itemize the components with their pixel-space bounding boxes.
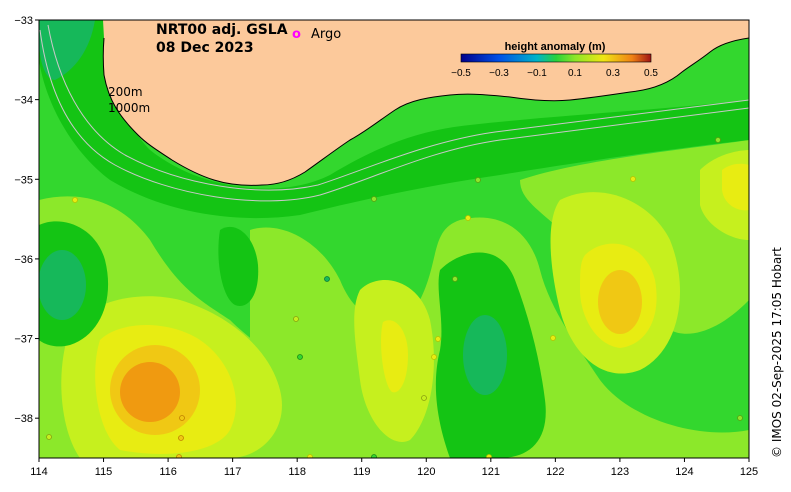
anomaly-region-dark-green	[218, 226, 259, 306]
y-tick-label: −34	[14, 95, 33, 107]
argo-float-marker	[737, 415, 743, 421]
colorbar-labels: −0.5 −0.3 −0.1 0.1 0.3 0.5	[451, 68, 658, 79]
anomaly-region-orange	[120, 362, 180, 422]
y-tick-label: −35	[14, 174, 33, 186]
argo-float-marker	[550, 335, 556, 341]
x-tick-label: 115	[95, 466, 113, 478]
argo-floats	[46, 137, 743, 458]
argo-float-marker	[371, 454, 377, 458]
anomaly-region-teal	[39, 250, 86, 320]
map-title: NRT00 adj. GSLA	[156, 22, 288, 38]
x-tick-label: 116	[159, 466, 177, 478]
map-date: 08 Dec 2023	[156, 40, 254, 56]
argo-float-marker	[465, 215, 471, 221]
argo-float-marker	[46, 434, 52, 440]
x-tick-label: 124	[675, 466, 693, 478]
x-tick-label: 117	[224, 466, 242, 478]
x-tick-label: 118	[288, 466, 306, 478]
x-tick-label: 114	[30, 466, 48, 478]
argo-float-marker	[371, 196, 377, 202]
colorbar-tick-label: −0.3	[489, 68, 509, 79]
contour-label-200m: 200m	[108, 85, 143, 99]
argo-float-marker	[452, 276, 458, 282]
argo-float-marker	[176, 454, 182, 458]
anomaly-region-teal	[463, 315, 507, 395]
contour-label-1000m: 1000m	[108, 101, 150, 115]
y-tick-label: −38	[14, 413, 33, 425]
colorbar-gradient	[460, 53, 652, 63]
x-tick-label: 123	[611, 466, 629, 478]
imos-credit: © IMOS 02-Sep-2025 17:05 Hobart	[770, 247, 784, 458]
anomaly-region-yellow	[722, 163, 749, 211]
argo-float-marker	[435, 336, 441, 342]
anomaly-region-yellow	[381, 320, 408, 393]
colorbar: height anomaly (m) −0.5 −0.3 −0.1 0.1 0.3 0.5	[451, 41, 658, 79]
argo-float-marker	[297, 354, 303, 360]
argo-float-marker	[324, 276, 330, 282]
y-tick-label: −37	[14, 334, 33, 346]
anomaly-region-teal	[39, 20, 95, 80]
argo-float-marker	[72, 197, 78, 203]
x-tick-label: 122	[546, 466, 564, 478]
x-tick-label: 121	[482, 466, 500, 478]
argo-legend-label: Argo	[311, 27, 341, 42]
argo-float-marker	[179, 415, 185, 421]
colorbar-tick-label: 0.3	[606, 68, 620, 79]
plot-area	[39, 20, 749, 458]
colorbar-tick-label: −0.1	[527, 68, 547, 79]
argo-float-marker	[475, 177, 481, 183]
argo-float-marker	[421, 395, 427, 401]
y-tick-label: −36	[14, 254, 33, 266]
x-tick-label: 120	[417, 466, 435, 478]
argo-float-marker	[293, 316, 299, 322]
colorbar-tick-label: −0.5	[451, 68, 471, 79]
x-axis-ticks: 114 115 116 117 118 119 120 121 122 123 124 125	[30, 458, 758, 478]
contour-line-1000m	[47, 24, 749, 191]
argo-legend-symbol: o	[292, 27, 301, 42]
argo-float-marker	[431, 354, 437, 360]
coastline	[102, 37, 749, 186]
x-tick-label: 119	[353, 466, 371, 478]
argo-float-marker	[486, 454, 492, 458]
plot-frame	[38, 19, 750, 459]
x-tick-label: 125	[740, 466, 758, 478]
argo-float-marker	[630, 176, 636, 182]
y-tick-label: −33	[14, 15, 33, 27]
y-axis-ticks: −33 −34 −35 −36 −37 −38	[14, 15, 39, 425]
colorbar-tick-label: 0.1	[568, 68, 582, 79]
anomaly-region-gold	[598, 270, 642, 334]
argo-float-marker	[178, 435, 184, 441]
contour-line-200m	[39, 29, 749, 202]
argo-float-marker	[307, 454, 313, 458]
colorbar-tick-label: 0.5	[644, 68, 658, 79]
argo-float-marker	[715, 137, 721, 143]
colorbar-title: height anomaly (m)	[505, 41, 606, 53]
